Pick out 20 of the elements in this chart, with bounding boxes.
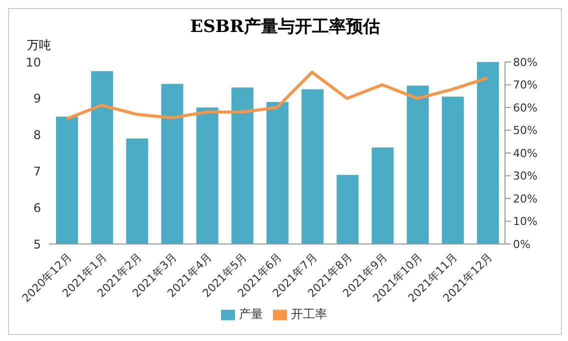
y2-tick-label: 70%	[513, 78, 538, 92]
y-tick-label: 8	[33, 128, 41, 142]
legend-label: 产量	[239, 307, 263, 321]
y-axis-title: 万吨	[27, 37, 51, 54]
y-tick-label: 10	[26, 55, 41, 70]
y2-tick-label: 20%	[513, 192, 538, 206]
y2-tick-label: 50%	[513, 124, 538, 138]
y2-tick-label: 60%	[513, 101, 538, 114]
y2-tick-label: 0%	[513, 238, 530, 251]
legend-label: 开工率	[291, 307, 327, 321]
y2-tick-label: 40%	[513, 146, 538, 160]
y-tick-label: 6	[33, 200, 41, 215]
y-tick-label: 5	[33, 237, 41, 252]
y-tick-label: 7	[33, 164, 41, 178]
y2-tick-label: 30%	[513, 170, 538, 183]
y2-tick-label: 10%	[513, 215, 538, 228]
line-series	[65, 70, 489, 120]
y-tick-label: 9	[33, 92, 41, 106]
chart-title: ESBR产量与开工率预估	[189, 16, 381, 38]
y2-tick-label: 80%	[513, 56, 538, 69]
